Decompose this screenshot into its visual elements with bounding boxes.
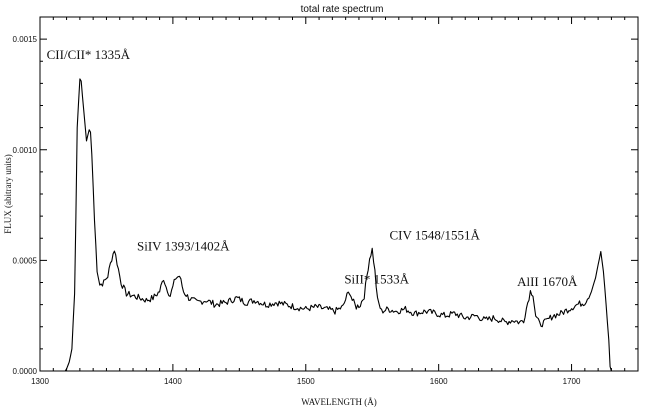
- x-tick-label: 1500: [297, 377, 315, 386]
- line-annotation: AlII 1670Å: [517, 274, 578, 289]
- y-tick-label: 0.0000: [13, 367, 38, 376]
- chart-title: total rate spectrum: [301, 4, 384, 15]
- x-axis-label: WAVELENGTH (Å): [301, 397, 377, 407]
- x-tick-labels: 1300 1400 1500 1600 1700: [31, 377, 581, 386]
- axis-ticks: [39, 17, 639, 372]
- y-tick-labels: 0.0000 0.0005 0.0010 0.0015: [13, 35, 38, 376]
- annotations: CII/CII* 1335Å SiIV 1393/1402Å SiII* 1533Å…: [47, 47, 578, 289]
- x-tick-label: 1700: [563, 377, 581, 386]
- y-tick-label: 0.0010: [13, 146, 38, 155]
- y-tick-label: 0.0005: [13, 256, 38, 265]
- y-axis-label: FLUX (abitrary units): [3, 154, 13, 233]
- x-tick-label: 1300: [31, 377, 49, 386]
- spectrum-series: [64, 78, 612, 372]
- line-annotation: SiIV 1393/1402Å: [137, 238, 230, 253]
- line-annotation: CIV 1548/1551Å: [389, 227, 480, 242]
- line-annotation: CII/CII* 1335Å: [47, 47, 131, 62]
- x-tick-label: 1600: [430, 377, 448, 386]
- y-tick-label: 0.0015: [13, 35, 38, 44]
- spectrum-line: [64, 78, 612, 372]
- line-annotation: SiII* 1533Å: [344, 272, 409, 287]
- x-tick-label: 1400: [164, 377, 182, 386]
